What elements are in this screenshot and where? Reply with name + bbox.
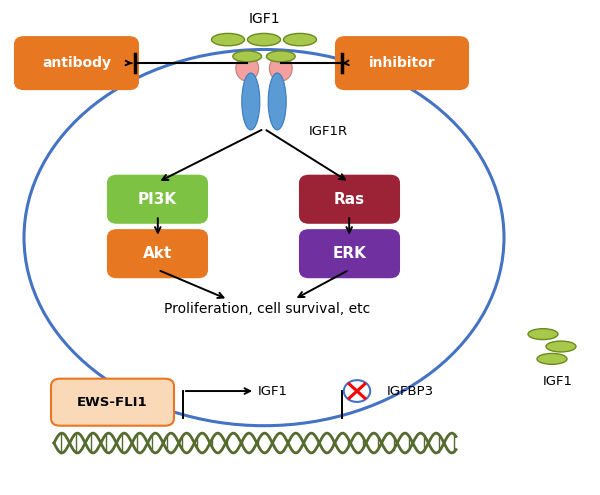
Text: Akt: Akt: [143, 246, 172, 261]
Text: IGF1: IGF1: [248, 12, 280, 26]
Text: Ras: Ras: [334, 192, 365, 207]
FancyBboxPatch shape: [108, 230, 207, 277]
Text: Proliferation, cell survival, etc: Proliferation, cell survival, etc: [164, 302, 370, 316]
Ellipse shape: [528, 329, 558, 340]
Text: inhibitor: inhibitor: [368, 56, 436, 70]
Ellipse shape: [537, 353, 567, 364]
Text: IGF1: IGF1: [543, 375, 573, 388]
Ellipse shape: [233, 51, 262, 62]
FancyBboxPatch shape: [300, 230, 399, 277]
Ellipse shape: [242, 73, 260, 130]
Ellipse shape: [248, 33, 281, 46]
Ellipse shape: [268, 73, 286, 130]
FancyBboxPatch shape: [51, 379, 174, 426]
Text: IGF1R: IGF1R: [309, 125, 348, 138]
FancyBboxPatch shape: [300, 176, 399, 223]
Ellipse shape: [266, 51, 295, 62]
Text: antibody: antibody: [42, 56, 111, 70]
Text: ERK: ERK: [332, 246, 367, 261]
Ellipse shape: [236, 55, 259, 81]
Text: IGF1: IGF1: [258, 385, 288, 397]
Ellipse shape: [212, 33, 245, 46]
Ellipse shape: [546, 341, 576, 352]
Circle shape: [344, 380, 370, 402]
FancyBboxPatch shape: [108, 176, 207, 223]
Text: IGFBP3: IGFBP3: [387, 385, 434, 397]
Ellipse shape: [284, 33, 317, 46]
Text: PI3K: PI3K: [138, 192, 177, 207]
Ellipse shape: [269, 55, 292, 81]
Text: EWS-FLI1: EWS-FLI1: [77, 396, 148, 409]
FancyBboxPatch shape: [336, 37, 468, 89]
FancyBboxPatch shape: [15, 37, 138, 89]
